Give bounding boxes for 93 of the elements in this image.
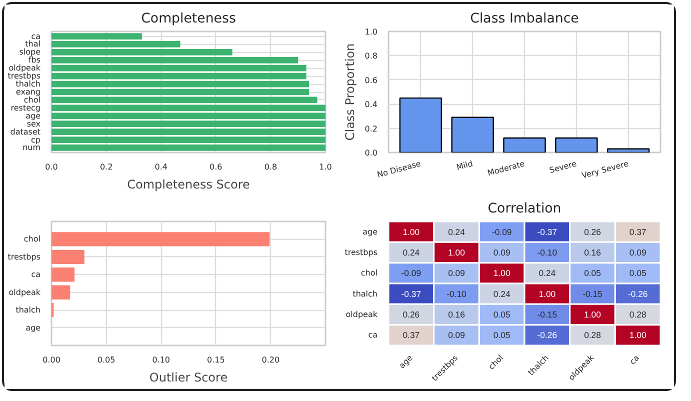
data-label: 0.26 (402, 310, 420, 320)
y-tick-label: oldpeak (8, 288, 41, 297)
x-tick-label: Very Severe (580, 159, 630, 180)
data-label: 0.09 (448, 268, 466, 278)
data-label: 0.16 (584, 248, 602, 258)
y-tick-label: ca (368, 330, 378, 340)
x-tick-label: 0.05 (97, 356, 116, 364)
y-tick-label: trestbps (344, 248, 378, 257)
y-tick-label: fbs (28, 56, 40, 65)
data-label: -0.37 (537, 226, 558, 237)
y-tick-label: 1.0 (364, 28, 378, 36)
data-label: 1.00 (538, 288, 556, 299)
y-tick-label: 0.4 (364, 100, 378, 110)
data-label: -0.09 (492, 226, 512, 237)
x-tick-label: 0.15 (206, 356, 225, 364)
y-tick-label: thal (25, 40, 41, 49)
y-tick-label: thalch (352, 289, 378, 298)
y-tick-label: chol (360, 268, 378, 278)
x-axis-title: Completeness Score (127, 178, 250, 192)
data-label: 0.09 (629, 248, 646, 258)
y-tick-label: chol (24, 95, 41, 104)
y-tick-label: 0.6 (364, 76, 378, 85)
data-label: 1.00 (493, 268, 510, 278)
x-tick-label: ca (628, 353, 642, 366)
data-label: 0.09 (493, 248, 510, 258)
y-tick-label: oldpeak (8, 64, 41, 73)
y-tick-label: age (26, 111, 41, 120)
y-tick-label: 0.8 (364, 52, 378, 61)
x-tick-label: 0.20 (262, 356, 280, 364)
data-label: 0.09 (448, 330, 466, 340)
y-tick-label: exang (16, 88, 41, 96)
data-label: -0.10 (537, 248, 558, 258)
y-tick-label: ca (31, 270, 41, 280)
x-tick-label: No Disease (376, 159, 422, 180)
y-tick-label: 0.0 (364, 148, 378, 158)
data-label: 0.16 (448, 310, 466, 320)
y-tick-label: dataset (10, 127, 41, 136)
data-label: 0.24 (538, 268, 556, 278)
y-tick-label: trestbps (8, 72, 41, 81)
y-tick-label: chol (24, 234, 41, 244)
data-label: 0.28 (584, 330, 602, 340)
x-tick-label: Severe (548, 159, 578, 176)
y-tick-label: restecg (10, 103, 41, 112)
y-tick-label: slope (19, 48, 41, 57)
x-tick-label: 1.0 (319, 162, 332, 172)
y-tick-label: num (22, 143, 41, 152)
chart-title: Correlation (488, 202, 562, 216)
data-label: -0.37 (401, 288, 422, 299)
y-tick-label: cp (31, 135, 41, 144)
chart-title: Class Imbalance (470, 12, 579, 26)
x-tick-label: age (397, 353, 414, 370)
y-axis-title: Class Proportion (342, 43, 357, 141)
data-label: -0.26 (537, 330, 558, 340)
data-label: -0.10 (446, 288, 467, 299)
data-label: 0.37 (402, 330, 420, 340)
data-label: 0.28 (629, 310, 646, 320)
data-label: 0.24 (402, 248, 420, 258)
y-tick-label: sex (26, 119, 41, 128)
x-tick-label: 0.2 (100, 162, 113, 172)
y-tick-label: age (362, 227, 378, 236)
chart-title: Completeness (141, 12, 236, 26)
data-label: 0.26 (584, 226, 602, 237)
x-tick-label: 0.4 (154, 162, 168, 172)
data-label: -0.26 (628, 288, 648, 299)
x-tick-label: 0.00 (42, 356, 60, 364)
data-label: 0.24 (448, 226, 466, 237)
x-axis-title: Outlier Score (149, 370, 228, 384)
x-tick-label: Mild (456, 159, 474, 172)
y-tick-label: thalch (16, 306, 41, 315)
data-label: 1.00 (629, 330, 646, 340)
y-tick-label: oldpeak (346, 310, 378, 319)
data-label: 1.00 (584, 310, 602, 320)
data-label: 0.05 (493, 330, 510, 340)
y-tick-label: thalch (16, 80, 41, 89)
y-tick-label: ca (31, 32, 41, 41)
data-label: 1.00 (448, 248, 466, 258)
x-tick-label: Moderate (486, 159, 526, 178)
data-label: 0.24 (493, 288, 510, 299)
data-label: -0.09 (401, 268, 422, 278)
x-tick-label: 0.0 (45, 162, 58, 172)
x-tick-label: 0.6 (210, 162, 222, 172)
x-tick-label: 0.10 (152, 356, 170, 364)
x-tick-label: 0.8 (264, 162, 278, 172)
data-label: 0.05 (629, 268, 646, 278)
data-label: 0.05 (493, 310, 510, 320)
data-label: -0.15 (582, 288, 603, 299)
y-tick-label: trestbps (8, 252, 41, 262)
data-label: 0.05 (584, 268, 602, 278)
data-label: 0.37 (629, 226, 646, 237)
y-tick-label: age (26, 323, 41, 332)
y-tick-label: 0.2 (364, 124, 378, 134)
data-label: -0.15 (537, 310, 558, 320)
data-label: 1.00 (402, 226, 420, 237)
